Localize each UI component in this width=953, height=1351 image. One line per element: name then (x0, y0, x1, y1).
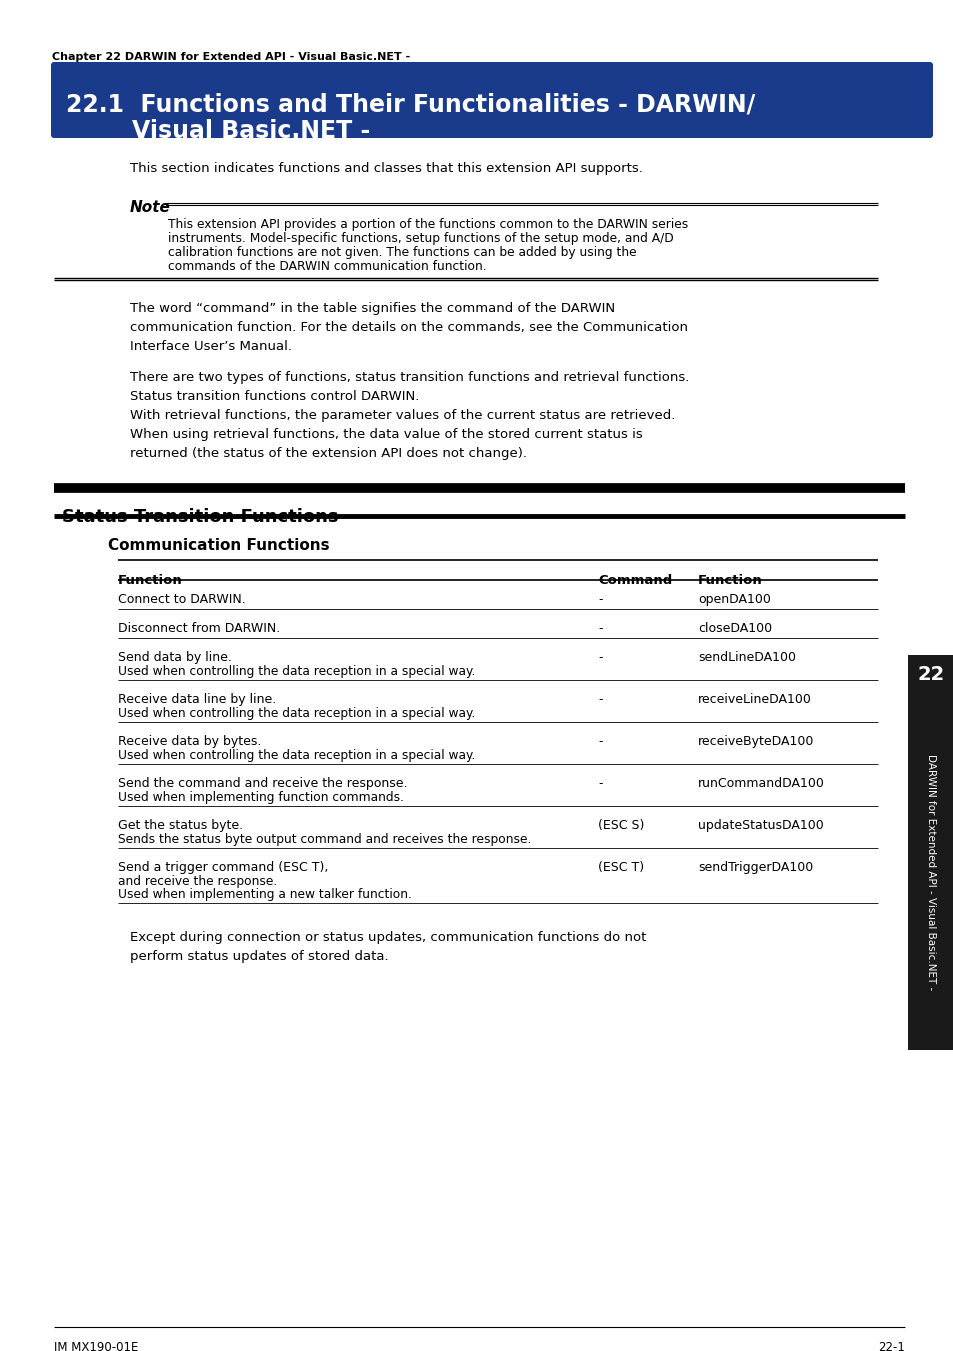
Text: -: - (598, 735, 602, 748)
Text: Receive data by bytes.: Receive data by bytes. (118, 735, 261, 748)
Text: The word “command” in the table signifies the command of the DARWIN: The word “command” in the table signifie… (130, 303, 615, 315)
Text: calibration functions are not given. The functions can be added by using the: calibration functions are not given. The… (168, 246, 636, 259)
Bar (907, 694, 953, 1050)
Text: Chapter 22 DARWIN for Extended API - Visual Basic.NET -: Chapter 22 DARWIN for Extended API - Vis… (52, 51, 410, 62)
Text: Status Transition Functions: Status Transition Functions (62, 508, 338, 526)
Text: Communication Functions: Communication Functions (108, 538, 330, 553)
Text: DARWIN for Extended API - Visual Basic.NET -: DARWIN for Extended API - Visual Basic.N… (925, 754, 935, 990)
Text: Except during connection or status updates, communication functions do not: Except during connection or status updat… (130, 931, 646, 944)
Text: openDA100: openDA100 (698, 593, 770, 607)
Text: sendTriggerDA100: sendTriggerDA100 (698, 861, 812, 874)
FancyBboxPatch shape (51, 62, 932, 138)
Text: -: - (598, 651, 602, 663)
Bar (907, 655, 953, 694)
Text: instruments. Model-specific functions, setup functions of the setup mode, and A/: instruments. Model-specific functions, s… (168, 232, 673, 245)
Text: receiveByteDA100: receiveByteDA100 (698, 735, 814, 748)
Text: 22.1  Functions and Their Functionalities - DARWIN/: 22.1 Functions and Their Functionalities… (66, 93, 755, 118)
Text: This extension API provides a portion of the functions common to the DARWIN seri: This extension API provides a portion of… (168, 218, 687, 231)
Text: Used when implementing a new talker function.: Used when implementing a new talker func… (118, 888, 412, 901)
Text: (ESC T): (ESC T) (598, 861, 643, 874)
Text: Send a trigger command (ESC T),: Send a trigger command (ESC T), (118, 861, 328, 874)
Text: Function: Function (698, 574, 762, 586)
Text: Note: Note (130, 200, 171, 215)
Text: Receive data line by line.: Receive data line by line. (118, 693, 276, 707)
Text: Interface User’s Manual.: Interface User’s Manual. (130, 340, 292, 353)
Text: perform status updates of stored data.: perform status updates of stored data. (130, 950, 388, 963)
Text: -: - (598, 777, 602, 790)
Text: With retrieval functions, the parameter values of the current status are retriev: With retrieval functions, the parameter … (130, 409, 675, 422)
Text: returned (the status of the extension API does not change).: returned (the status of the extension AP… (130, 447, 526, 459)
Text: IM MX190-01E: IM MX190-01E (54, 1342, 138, 1351)
Text: -: - (598, 593, 602, 607)
Text: Disconnect from DARWIN.: Disconnect from DARWIN. (118, 621, 280, 635)
Text: Get the status byte.: Get the status byte. (118, 819, 243, 832)
Text: 22: 22 (917, 666, 943, 685)
Text: Status transition functions control DARWIN.: Status transition functions control DARW… (130, 390, 419, 403)
Text: Used when controlling the data reception in a special way.: Used when controlling the data reception… (118, 707, 475, 720)
Text: Connect to DARWIN.: Connect to DARWIN. (118, 593, 246, 607)
Text: Send data by line.: Send data by line. (118, 651, 232, 663)
Text: and receive the response.: and receive the response. (118, 875, 277, 888)
Text: sendLineDA100: sendLineDA100 (698, 651, 795, 663)
Text: Visual Basic.NET -: Visual Basic.NET - (66, 119, 370, 143)
Text: Used when implementing function commands.: Used when implementing function commands… (118, 790, 403, 804)
Text: commands of the DARWIN communication function.: commands of the DARWIN communication fun… (168, 259, 486, 273)
Text: Sends the status byte output command and receives the response.: Sends the status byte output command and… (118, 834, 531, 846)
Text: There are two types of functions, status transition functions and retrieval func: There are two types of functions, status… (130, 372, 689, 384)
Text: communication function. For the details on the commands, see the Communication: communication function. For the details … (130, 322, 687, 334)
Text: 22-1: 22-1 (877, 1342, 904, 1351)
Text: Send the command and receive the response.: Send the command and receive the respons… (118, 777, 407, 790)
Text: (ESC S): (ESC S) (598, 819, 643, 832)
Text: receiveLineDA100: receiveLineDA100 (698, 693, 811, 707)
Text: Used when controlling the data reception in a special way.: Used when controlling the data reception… (118, 665, 475, 678)
Text: -: - (598, 693, 602, 707)
Text: Used when controlling the data reception in a special way.: Used when controlling the data reception… (118, 748, 475, 762)
Text: -: - (598, 621, 602, 635)
Text: When using retrieval functions, the data value of the stored current status is: When using retrieval functions, the data… (130, 428, 642, 440)
Text: Function: Function (118, 574, 183, 586)
Text: runCommandDA100: runCommandDA100 (698, 777, 824, 790)
Text: This section indicates functions and classes that this extension API supports.: This section indicates functions and cla… (130, 162, 642, 176)
Text: updateStatusDA100: updateStatusDA100 (698, 819, 822, 832)
Text: closeDA100: closeDA100 (698, 621, 771, 635)
Text: Command: Command (598, 574, 672, 586)
